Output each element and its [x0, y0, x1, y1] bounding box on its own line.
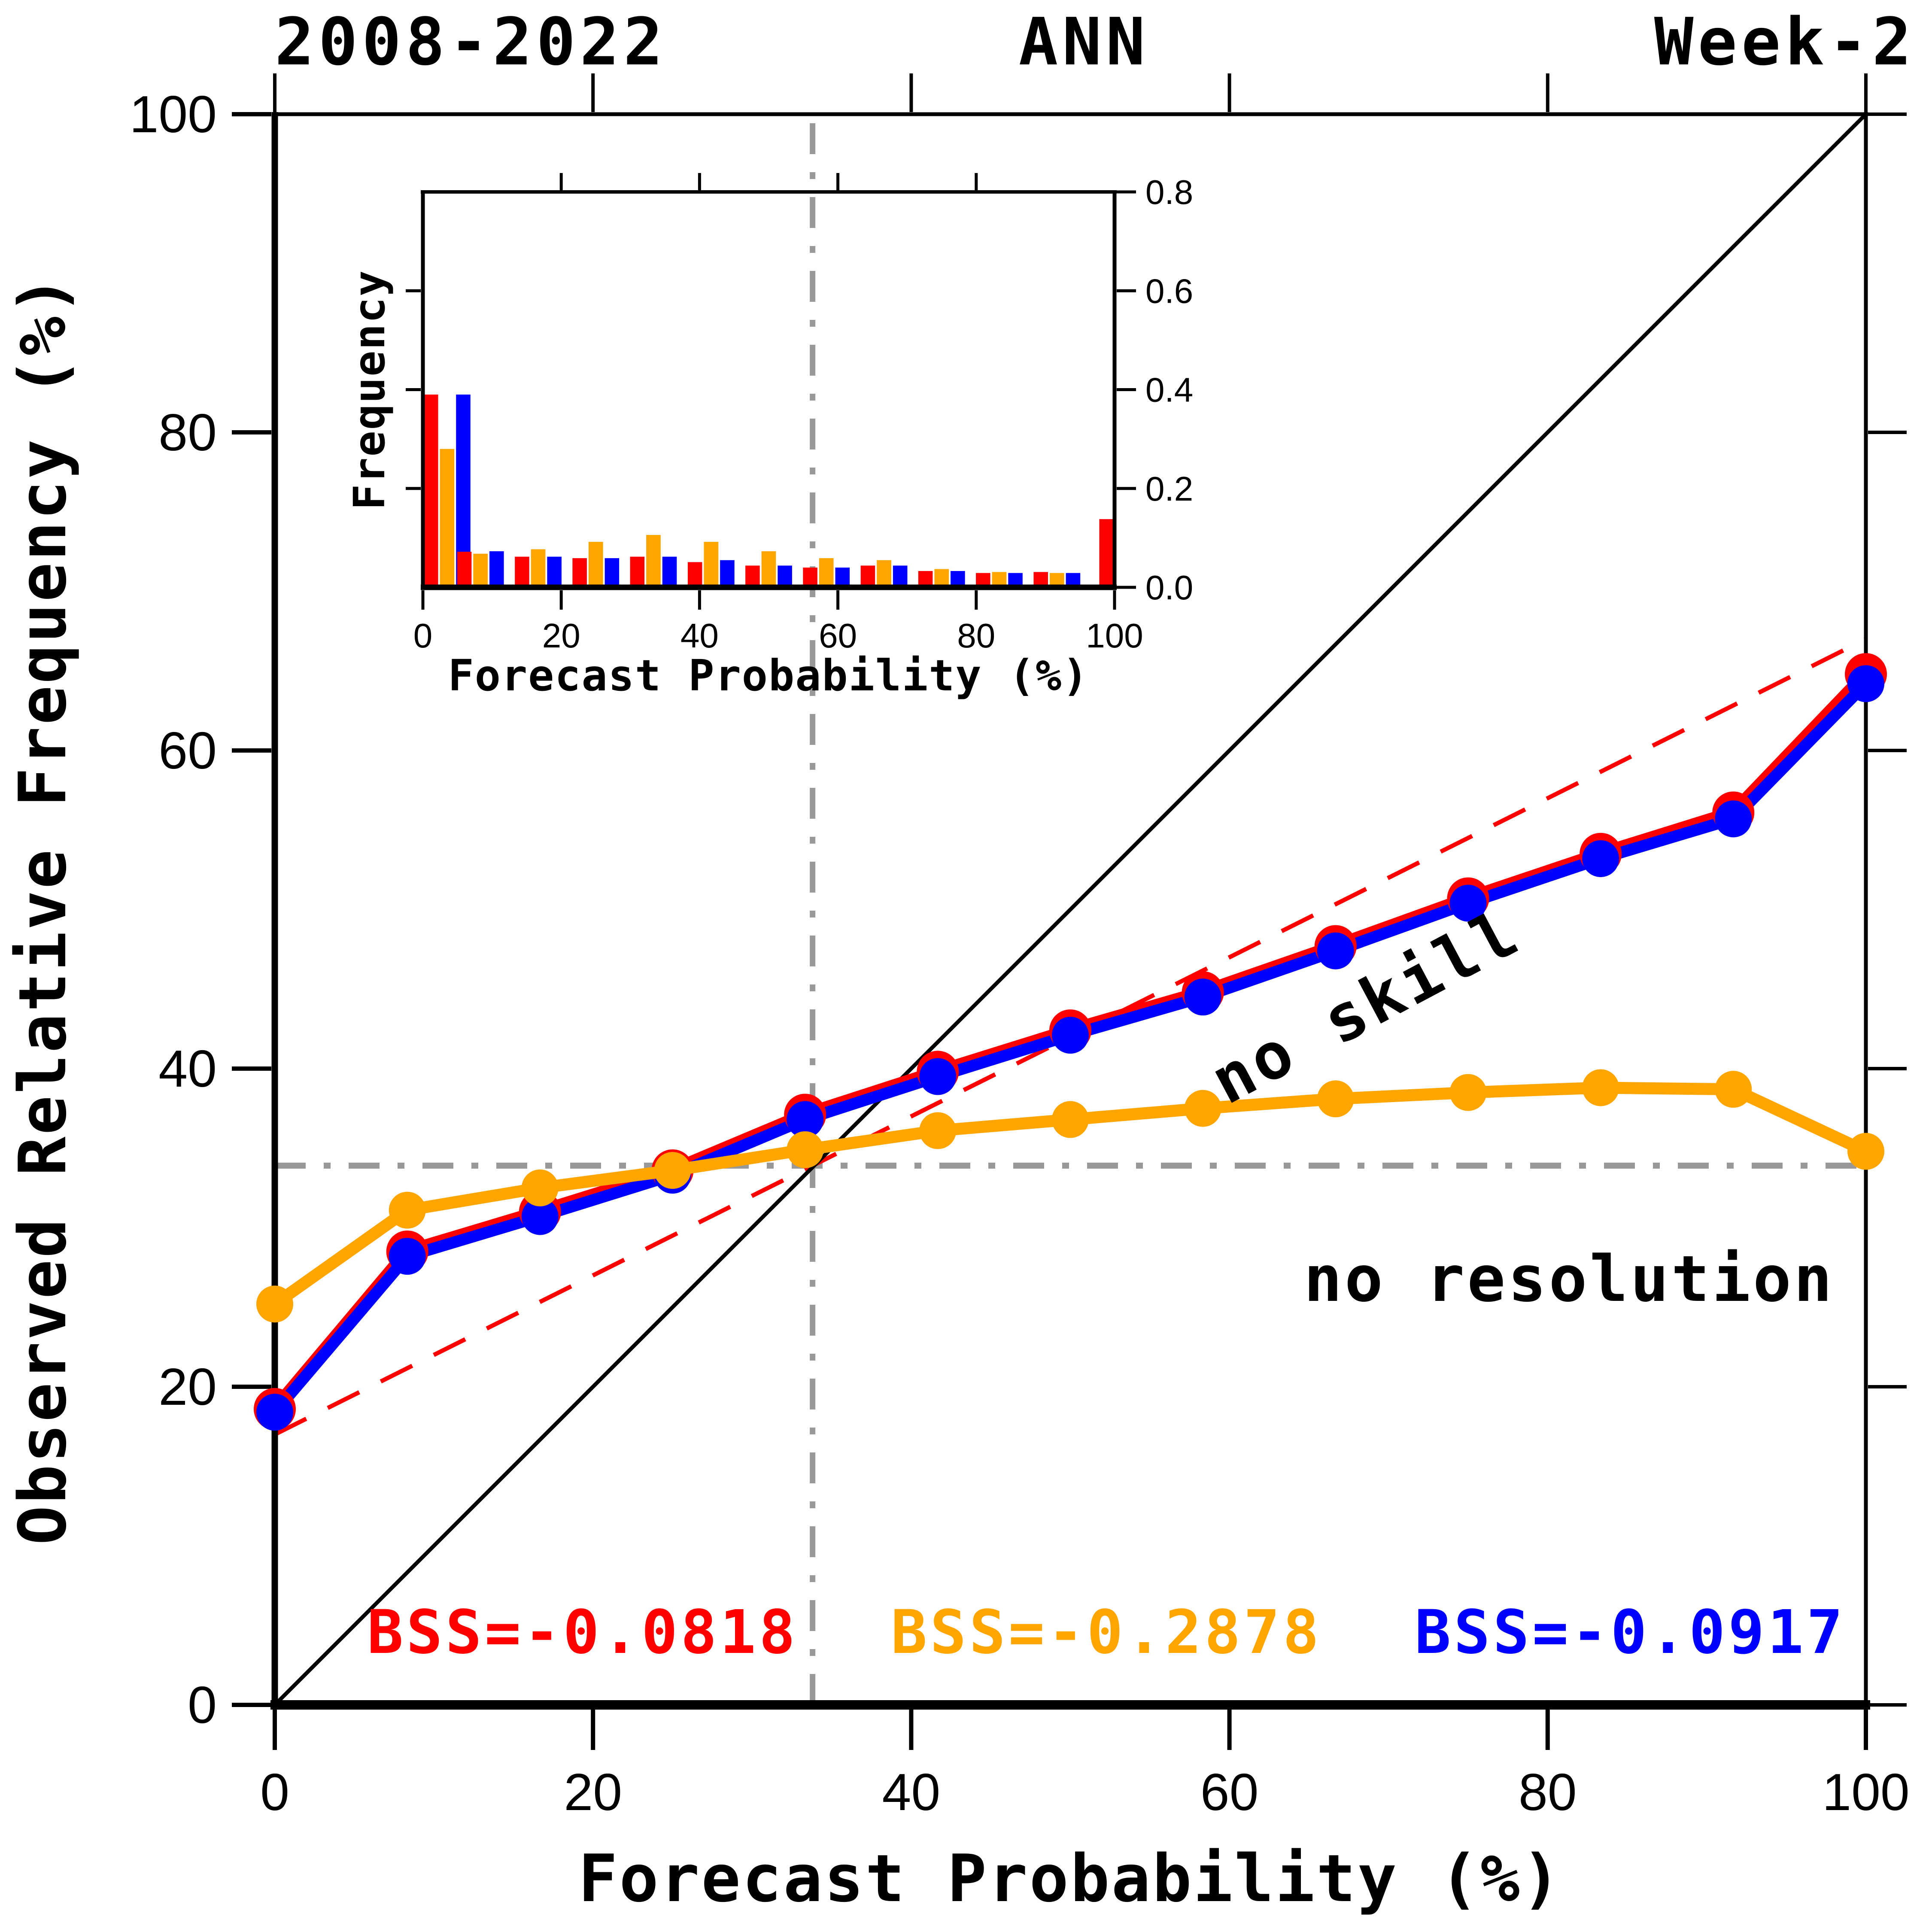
histogram-bar-red: [457, 552, 472, 587]
inset-x-tick-label: 40: [680, 617, 719, 655]
histogram-bar-orange: [531, 549, 546, 587]
marker-blue: [256, 1394, 293, 1431]
marker-orange: [521, 1169, 559, 1206]
marker-orange: [389, 1191, 426, 1229]
histogram-bar-orange: [819, 558, 834, 587]
histogram-bar-blue: [605, 558, 620, 587]
x-tick-label: 60: [1200, 1763, 1259, 1821]
histogram-bar-red: [860, 565, 875, 587]
bss-orange-label: BSS=-0.2878: [891, 1598, 1322, 1668]
inset-y-tick-label: 0.0: [1145, 568, 1193, 607]
marker-orange: [1715, 1071, 1752, 1108]
inset-x-tick-label: 80: [957, 617, 995, 655]
histogram-bar-blue: [778, 565, 792, 587]
no-resolution-label: no resolution: [1304, 1242, 1835, 1316]
marker-orange: [1317, 1080, 1354, 1118]
marker-orange: [1184, 1090, 1221, 1127]
inset-x-tick-label: 100: [1086, 617, 1143, 655]
marker-orange: [1582, 1069, 1619, 1106]
inset-y-tick-label: 0.2: [1145, 470, 1193, 508]
marker-orange: [256, 1285, 293, 1323]
histogram-bar-orange: [704, 542, 719, 587]
x-tick-label: 100: [1822, 1763, 1910, 1821]
marker-blue: [1317, 932, 1354, 969]
y-tick-label: 80: [158, 403, 217, 462]
histogram-bar-red: [424, 395, 438, 587]
marker-blue: [1847, 665, 1884, 702]
inset-x-axis-title: Forecast Probability (%): [448, 650, 1089, 701]
x-tick-label: 40: [882, 1763, 941, 1821]
x-axis-title: Forecast Probability (%): [578, 1841, 1562, 1917]
x-tick-label: 80: [1519, 1763, 1577, 1821]
inset-y-axis-title: Frequency: [344, 270, 395, 510]
histogram-bar-blue: [835, 567, 850, 587]
inset-y-tick-label: 0.4: [1145, 371, 1193, 409]
histogram-bar-orange: [761, 551, 776, 587]
marker-orange: [654, 1152, 691, 1189]
histogram-bar-blue: [489, 551, 504, 587]
marker-blue: [1449, 884, 1487, 922]
perfect-reliability-diagonal: [273, 112, 1868, 1707]
marker-blue: [1184, 978, 1221, 1016]
histogram-bar-red: [515, 556, 529, 587]
title-season: ANN: [1019, 4, 1150, 80]
marker-blue: [787, 1101, 824, 1138]
title-lead: Week-2: [1654, 4, 1916, 80]
title-period: 2008-2022: [275, 4, 667, 80]
histogram-bar-orange: [588, 542, 603, 587]
y-tick-label: 60: [158, 721, 217, 780]
marker-blue: [521, 1198, 559, 1235]
bss-blue-label: BSS=-0.0917: [1415, 1598, 1846, 1668]
x-tick-label: 0: [260, 1763, 289, 1821]
histogram-bar-red: [1099, 519, 1114, 587]
histogram-bar-red: [630, 556, 645, 587]
main-axes-layer: 0 20 40 60 80 100 0 20 40 60 80 100: [129, 73, 1910, 1821]
marker-orange: [1847, 1133, 1884, 1170]
y-tick-label: 0: [188, 1676, 217, 1734]
histogram-bar-red: [745, 565, 760, 587]
marker-blue: [919, 1058, 957, 1095]
histogram-bar-blue: [893, 565, 908, 587]
inset-y-tick-label: 0.8: [1145, 173, 1193, 211]
marker-orange: [787, 1131, 824, 1168]
marker-blue: [1052, 1017, 1089, 1054]
reference-lines-layer: [273, 112, 1868, 1707]
histogram-bar-blue: [547, 556, 562, 587]
bss-red-label: BSS=-0.0818: [367, 1598, 798, 1668]
y-tick-label: 20: [158, 1358, 217, 1416]
inset-x-tick-label: 0: [413, 617, 433, 655]
reliability-curves-layer: [254, 653, 1887, 1431]
marker-orange: [919, 1112, 957, 1149]
histogram-bar-orange: [934, 569, 949, 587]
y-axis-title: Observed Relative Frequency (%): [5, 274, 81, 1545]
marker-blue: [1582, 840, 1619, 877]
y-tick-label: 100: [129, 85, 217, 143]
inset-y-tick-label: 0.6: [1145, 272, 1193, 310]
histogram-bar-orange: [646, 535, 661, 587]
inset-x-tick-label: 60: [819, 617, 857, 655]
histogram-bar-blue: [662, 556, 677, 587]
inset-x-tick-label: 20: [542, 617, 580, 655]
marker-orange: [1052, 1101, 1089, 1138]
histogram-bar-red: [803, 567, 817, 587]
marker-blue: [389, 1238, 426, 1275]
histogram-bar-orange: [877, 560, 891, 587]
marker-blue: [1715, 800, 1752, 838]
histogram-bar-red: [572, 558, 587, 587]
histogram-bar-orange: [440, 449, 455, 587]
histogram-bar-orange: [473, 553, 488, 587]
histogram-bar-blue: [720, 560, 735, 587]
y-tick-label: 40: [158, 1039, 217, 1098]
marker-orange: [1449, 1074, 1487, 1111]
x-tick-label: 20: [564, 1763, 622, 1821]
histogram-bar-red: [687, 562, 702, 587]
